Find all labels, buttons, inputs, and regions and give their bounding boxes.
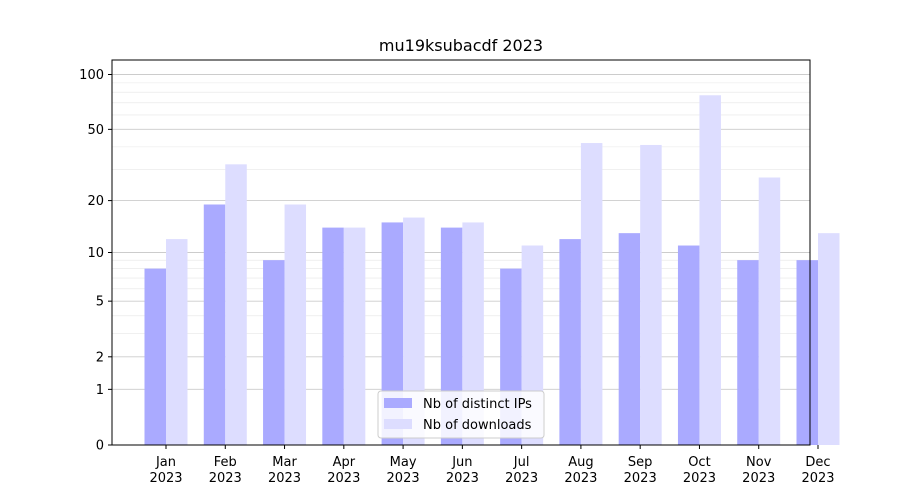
bar-downloads-may xyxy=(403,217,425,445)
bar-ips-feb xyxy=(203,204,226,445)
x-tick-label-year: 2023 xyxy=(149,471,182,486)
y-tick-label: 20 xyxy=(87,194,104,209)
x-tick-label-month: Jun xyxy=(451,455,472,470)
x-tick-label-year: 2023 xyxy=(505,471,538,486)
chart-title: mu19ksubacdf 2023 xyxy=(379,36,543,55)
bar-ips-jan xyxy=(144,268,166,445)
bar-downloads-oct xyxy=(699,95,721,445)
x-tick-label-month: Apr xyxy=(333,455,356,470)
x-tick-label-month: Jan xyxy=(155,455,176,470)
y-tick-label: 0 xyxy=(96,439,104,454)
x-axis: Jan2023Feb2023Mar2023Apr2023May2023Jun20… xyxy=(149,445,835,486)
bar-downloads-apr xyxy=(343,227,366,445)
x-tick-label-month: Feb xyxy=(214,455,237,470)
x-tick-label-year: 2023 xyxy=(742,471,775,486)
bar-downloads-jun xyxy=(462,222,484,445)
x-tick-label-year: 2023 xyxy=(327,471,360,486)
x-tick-label-month: Nov xyxy=(746,455,772,470)
bar-ips-apr xyxy=(322,227,344,445)
bar-ips-oct xyxy=(677,245,700,445)
bar-ips-aug xyxy=(559,239,581,445)
x-tick-label-year: 2023 xyxy=(387,471,420,486)
bar-ips-nov xyxy=(737,260,759,445)
bar-ips-dec xyxy=(796,260,818,445)
bar-downloads-mar xyxy=(284,204,307,445)
bar-downloads-dec xyxy=(818,233,840,445)
bar-downloads-aug xyxy=(580,143,603,446)
legend-label: Nb of distinct IPs xyxy=(423,397,532,412)
x-tick-label-month: Dec xyxy=(805,455,830,470)
x-tick-label-year: 2023 xyxy=(624,471,657,486)
bar-downloads-nov xyxy=(758,177,781,445)
x-tick-label-month: Sep xyxy=(628,455,653,470)
y-tick-label: 10 xyxy=(87,246,104,261)
bar-downloads-sep xyxy=(640,144,662,445)
bar-ips-may xyxy=(381,222,404,445)
x-tick-label-month: May xyxy=(390,455,417,470)
legend-label: Nb of downloads xyxy=(423,418,532,433)
y-tick-label: 100 xyxy=(79,68,104,83)
x-tick-label-year: 2023 xyxy=(268,471,301,486)
bar-downloads-feb xyxy=(225,164,247,445)
x-tick-label-month: Jul xyxy=(513,455,530,470)
x-tick-label-year: 2023 xyxy=(683,471,716,486)
x-tick-label-year: 2023 xyxy=(801,471,834,486)
x-tick-label-year: 2023 xyxy=(446,471,479,486)
x-tick-label-year: 2023 xyxy=(209,471,242,486)
x-tick-label-year: 2023 xyxy=(564,471,597,486)
bar-downloads-jan xyxy=(166,239,188,445)
y-axis: 0 1 2 5 10 20 50 100 xyxy=(79,68,112,454)
y-tick-label: 1 xyxy=(96,383,104,398)
y-tick-label: 5 xyxy=(96,295,104,310)
x-tick-label-month: Mar xyxy=(272,455,297,470)
bar-ips-mar xyxy=(263,260,285,445)
bar-ips-sep xyxy=(618,233,641,445)
legend-box xyxy=(377,390,545,439)
y-tick-label: 2 xyxy=(96,350,104,365)
y-tick-label: 50 xyxy=(87,123,104,138)
legend-swatch xyxy=(384,398,412,408)
legend-swatch xyxy=(384,419,412,429)
x-tick-label-month: Aug xyxy=(568,455,593,470)
x-tick-label-month: Oct xyxy=(688,455,710,470)
legend: Nb of distinct IPs Nb of downloads xyxy=(377,390,545,439)
